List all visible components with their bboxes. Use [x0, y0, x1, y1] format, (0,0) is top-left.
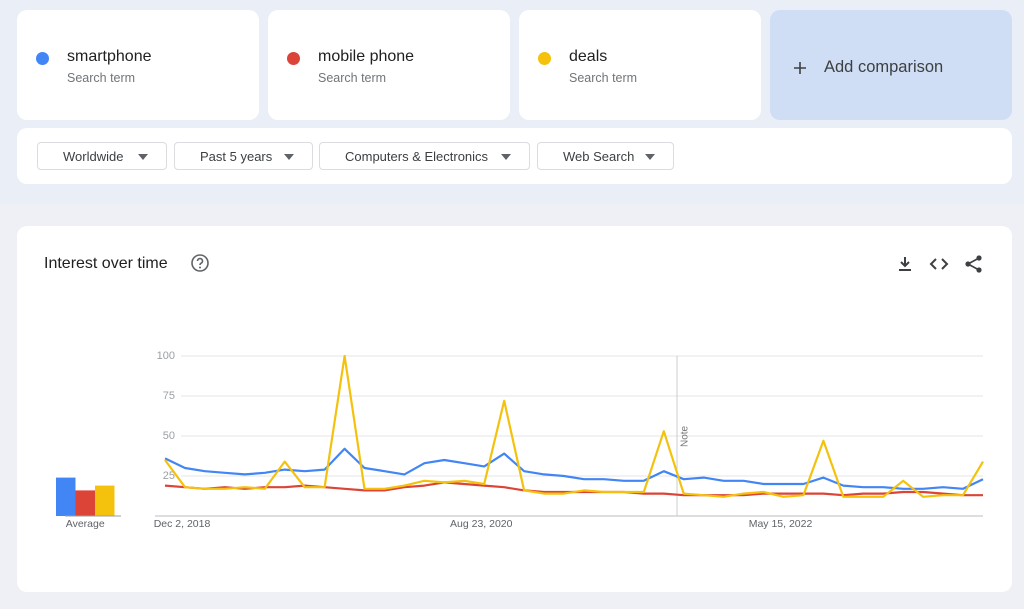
plus-icon [794, 62, 806, 74]
help-icon[interactable] [190, 253, 210, 273]
y-tick-label: 25 [163, 470, 175, 482]
series-line [164, 354, 984, 498]
average-bar [95, 485, 115, 516]
term-name: mobile phone [318, 48, 415, 65]
y-tick-label: 50 [163, 430, 175, 442]
series-line [164, 447, 984, 490]
add-comparison[interactable]: Add comparison [770, 10, 1012, 120]
filter-button[interactable]: Web Search [537, 142, 674, 170]
term-dot [36, 52, 49, 65]
interest-panel: Interest over time [17, 226, 1012, 592]
term-type: Search term [569, 71, 638, 85]
term-name: deals [569, 48, 608, 65]
filter-button[interactable]: Past 5 years [174, 142, 313, 170]
caret [284, 154, 294, 160]
panel-title: Interest over time [44, 255, 168, 272]
download-icon[interactable] [896, 255, 914, 273]
caret [645, 154, 655, 160]
term-dot [538, 52, 551, 65]
term-card[interactable]: deals Search term [519, 10, 761, 120]
filter-button[interactable]: Computers & Electronics [319, 142, 530, 170]
caret [501, 154, 511, 160]
y-tick-label: 75 [163, 390, 175, 402]
term-name: smartphone [67, 48, 152, 65]
x-tick-label: Dec 2, 2018 [154, 518, 211, 530]
filter-label: Computers & Electronics [345, 149, 489, 164]
term-card[interactable]: mobile phone Search term [268, 10, 510, 120]
filter-button[interactable]: Worldwide [37, 142, 167, 170]
bar-label: Average [66, 518, 105, 530]
series-line [164, 481, 983, 497]
share-icon[interactable] [964, 254, 984, 274]
add-comparison-label: Add comparison [824, 58, 944, 76]
term-card[interactable]: smartphone Search term [17, 10, 259, 120]
filter-label: Web Search [563, 149, 635, 164]
average-bar [75, 490, 95, 516]
filter-bar: Worldwide Past 5 years Computers & Elect… [17, 128, 1012, 184]
term-type: Search term [318, 71, 387, 85]
x-tick-label: May 15, 2022 [749, 518, 813, 530]
filter-label: Worldwide [63, 149, 124, 164]
x-tick-label: Aug 23, 2020 [450, 518, 513, 530]
term-dot [287, 52, 300, 65]
note-label: Note [680, 425, 691, 447]
embed-icon[interactable] [929, 255, 949, 273]
caret [138, 154, 148, 160]
average-bar [56, 477, 76, 516]
filter-label: Past 5 years [200, 149, 273, 164]
y-tick-label: 100 [157, 350, 175, 362]
term-type: Search term [67, 71, 136, 85]
